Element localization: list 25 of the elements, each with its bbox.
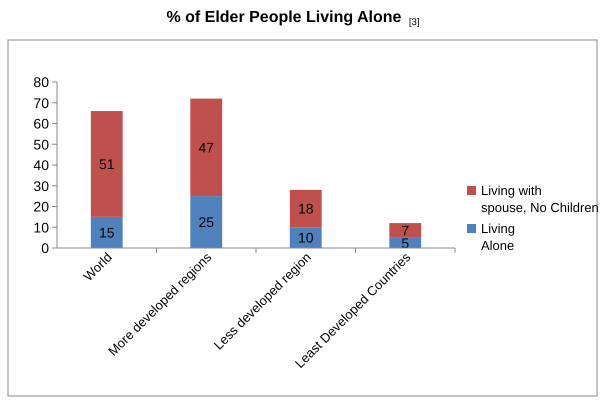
y-tick-label: 60 xyxy=(33,116,50,132)
bar xyxy=(290,190,322,228)
y-tick-label: 0 xyxy=(41,240,50,256)
bar xyxy=(90,216,123,248)
y-tick-label: 50 xyxy=(33,136,50,152)
y-tick-label: 10 xyxy=(33,219,50,236)
y-tick-label: 40 xyxy=(33,157,50,173)
data-label: 10 xyxy=(298,230,314,246)
y-tick-label: 70 xyxy=(33,94,50,111)
legend-label: Living Alone xyxy=(481,221,515,253)
data-label: 7 xyxy=(401,222,410,238)
data-label: 18 xyxy=(298,200,314,217)
data-label: 51 xyxy=(98,156,115,172)
legend-label: Living with spouse, No Children xyxy=(481,183,599,215)
data-label: 47 xyxy=(198,139,214,156)
data-label: 25 xyxy=(198,214,214,230)
bar xyxy=(190,98,222,196)
y-tick-label: 80 xyxy=(33,74,50,90)
data-label: 15 xyxy=(98,224,115,240)
bar xyxy=(190,196,222,248)
y-tick-label: 20 xyxy=(33,198,50,214)
bar xyxy=(90,111,123,217)
bar xyxy=(389,223,422,238)
chart-title: % of Elder People Living Alone $_{[3]}$ xyxy=(166,9,420,28)
y-tick-label: 30 xyxy=(33,178,50,194)
